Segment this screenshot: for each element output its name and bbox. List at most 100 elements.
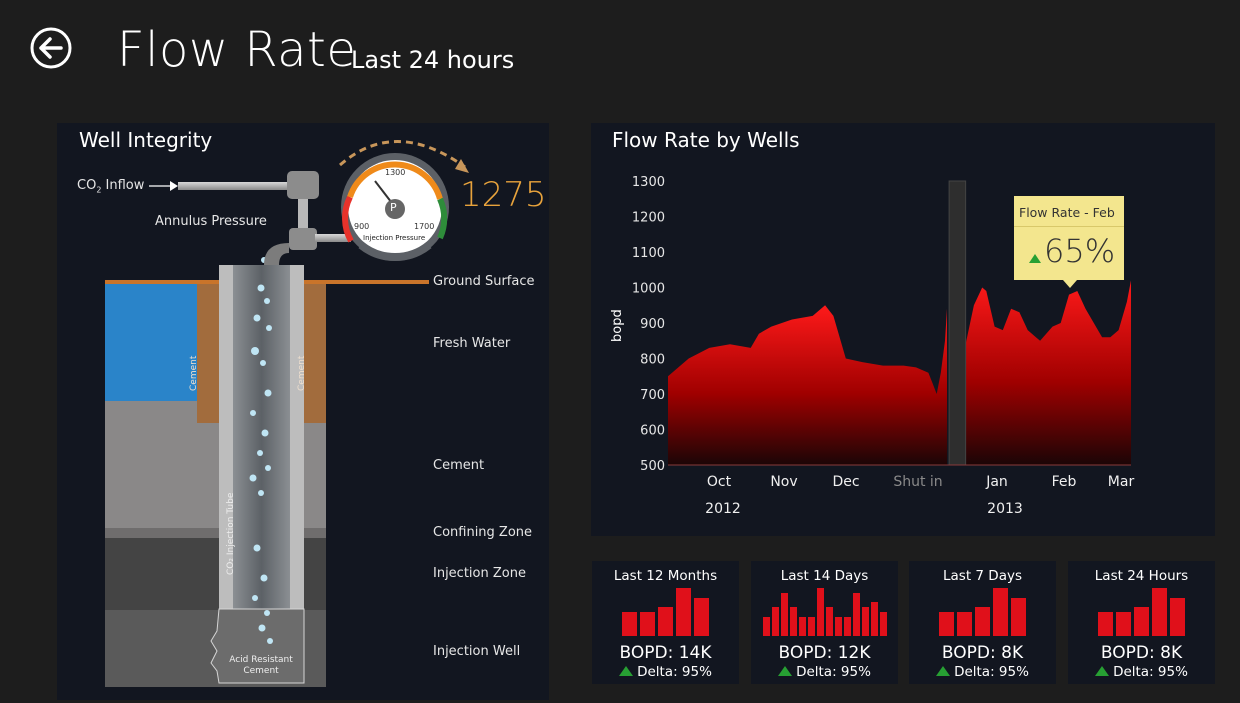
card-delta: Delta: 95% bbox=[1068, 664, 1215, 680]
gauge-reading: 1275 bbox=[460, 175, 547, 215]
callout-pointer bbox=[1063, 280, 1077, 288]
card-bar bbox=[852, 592, 860, 636]
card-bar bbox=[816, 588, 824, 636]
fresh-water-label: Fresh Water bbox=[433, 336, 511, 351]
y-tick-label: 700 bbox=[640, 388, 665, 403]
card-title: Last 7 Days bbox=[943, 568, 1022, 584]
injection-tube-label: CO₂ Injection Tube bbox=[226, 492, 236, 575]
confining-zone-label: Confining Zone bbox=[433, 525, 533, 540]
gauge-high-label: 1700 bbox=[414, 222, 435, 231]
card-delta-text: Delta: 95% bbox=[1113, 664, 1188, 680]
card-bar bbox=[861, 607, 869, 636]
x-tick-label: Nov bbox=[770, 474, 797, 490]
acid-resistant-cement bbox=[210, 608, 305, 684]
y-tick-label: 900 bbox=[640, 317, 665, 332]
flow-rate-chart: 1300 1200 1100 1000 900 800 700 600 500 Oct Nov De… bbox=[632, 175, 1135, 517]
summary-card[interactable]: Last 7 Days BOPD: 8K Delta: 95% bbox=[909, 561, 1056, 684]
confining-zone-layer bbox=[105, 528, 326, 538]
well-integrity-panel: Well Integrity bbox=[57, 123, 549, 700]
card-delta: Delta: 95% bbox=[909, 664, 1056, 680]
gauge-caption: Injection Pressure bbox=[363, 234, 426, 242]
callout-divider bbox=[1014, 226, 1124, 227]
card-bar bbox=[957, 612, 972, 636]
annulus-pressure-label: Annulus Pressure bbox=[155, 214, 267, 229]
callout-up-icon bbox=[1029, 254, 1041, 263]
card-value: BOPD: 8K bbox=[1100, 643, 1183, 663]
card-bar bbox=[771, 607, 779, 636]
card-bar bbox=[676, 588, 691, 636]
card-bar bbox=[1170, 597, 1185, 636]
card-title: Last 24 Hours bbox=[1094, 568, 1189, 584]
card-delta: Delta: 95% bbox=[592, 664, 739, 680]
card-bar bbox=[789, 607, 797, 636]
card-bar bbox=[1152, 588, 1167, 636]
callout-value: 65% bbox=[1044, 232, 1116, 270]
flow-callout[interactable]: Flow Rate - Feb 65% bbox=[1014, 196, 1124, 280]
y-tick-label: 1300 bbox=[632, 175, 665, 190]
card-bar bbox=[798, 616, 806, 636]
card-title: Last 14 Days bbox=[780, 568, 869, 584]
ground-surface-label: Ground Surface bbox=[433, 274, 535, 289]
page-subtitle: Last 24 hours bbox=[351, 46, 515, 74]
x-tick-label: Oct bbox=[707, 474, 732, 490]
injection-well-label: Injection Well bbox=[433, 644, 521, 659]
card-bar bbox=[658, 607, 673, 636]
gauge-max-label: 1300 bbox=[385, 168, 406, 177]
y-tick-label: 500 bbox=[640, 459, 665, 474]
card-bar bbox=[825, 607, 833, 636]
card-bar bbox=[939, 612, 954, 636]
card-bar bbox=[834, 616, 842, 636]
delta-up-icon bbox=[778, 666, 793, 676]
card-bar bbox=[762, 616, 770, 636]
card-bar bbox=[870, 602, 878, 636]
card-title: Last 12 Months bbox=[613, 568, 718, 584]
card-bar bbox=[1134, 607, 1149, 636]
y-tick-label: 800 bbox=[640, 353, 665, 368]
y-tick-label: 1100 bbox=[632, 246, 665, 261]
cement-layer-label: Cement bbox=[433, 458, 485, 473]
card-bar bbox=[694, 597, 709, 636]
card-delta-text: Delta: 95% bbox=[954, 664, 1029, 680]
year-label: 2012 bbox=[705, 501, 741, 517]
well-diagram bbox=[105, 140, 469, 687]
x-tick-label: Dec bbox=[832, 474, 859, 490]
x-tick-label: Feb bbox=[1052, 474, 1077, 490]
card-delta-text: Delta: 95% bbox=[637, 664, 712, 680]
card-bar bbox=[640, 612, 655, 636]
year-label: 2013 bbox=[987, 501, 1023, 517]
card-value: BOPD: 14K bbox=[619, 643, 712, 663]
acid-resistant-label: Acid Resistant Cement bbox=[229, 655, 293, 676]
summary-card[interactable]: Last 24 Hours BOPD: 8K Delta: 95% bbox=[1068, 561, 1215, 684]
injection-zone-label: Injection Zone bbox=[433, 566, 526, 581]
card-bar bbox=[843, 616, 851, 636]
card-bar bbox=[807, 616, 815, 636]
card-delta-text: Delta: 95% bbox=[796, 664, 871, 680]
flow-area-before-shut-in bbox=[668, 305, 948, 465]
co2-inflow-label: CO2 Inflow bbox=[77, 178, 145, 195]
delta-up-icon bbox=[1095, 666, 1110, 676]
flow-area-after-shut-in bbox=[965, 280, 1131, 465]
card-bar bbox=[1098, 612, 1113, 636]
summary-card[interactable]: Last 14 Days BOPD: 12K Delta: 95% bbox=[751, 561, 898, 684]
y-tick-label: 600 bbox=[640, 424, 665, 439]
flow-rate-title: Flow Rate by Wells bbox=[612, 128, 800, 152]
gauge-low-label: 900 bbox=[354, 222, 370, 231]
y-tick-label: 1200 bbox=[632, 211, 665, 226]
card-bar bbox=[1011, 597, 1026, 636]
back-arrow-icon[interactable] bbox=[30, 27, 72, 69]
card-bar bbox=[993, 588, 1008, 636]
delta-up-icon bbox=[619, 666, 634, 676]
summary-card[interactable]: Last 12 Months BOPD: 14K Delta: 95% bbox=[592, 561, 739, 684]
well-integrity-title: Well Integrity bbox=[79, 128, 213, 152]
page-title: Flow Rate bbox=[117, 22, 357, 78]
gauge-center-label: P bbox=[390, 201, 397, 214]
card-bar bbox=[1116, 612, 1131, 636]
flow-rate-panel: Flow Rate by Wells bopd 1300 1200 1100 1000… bbox=[591, 123, 1215, 536]
card-delta: Delta: 95% bbox=[751, 664, 898, 680]
x-tick-label: Mar bbox=[1108, 474, 1135, 490]
card-value: BOPD: 8K bbox=[941, 643, 1024, 663]
callout-title: Flow Rate - Feb bbox=[1019, 205, 1115, 220]
cement-column-label-left: Cement bbox=[189, 355, 199, 391]
card-value: BOPD: 12K bbox=[778, 643, 871, 663]
delta-up-icon bbox=[936, 666, 951, 676]
